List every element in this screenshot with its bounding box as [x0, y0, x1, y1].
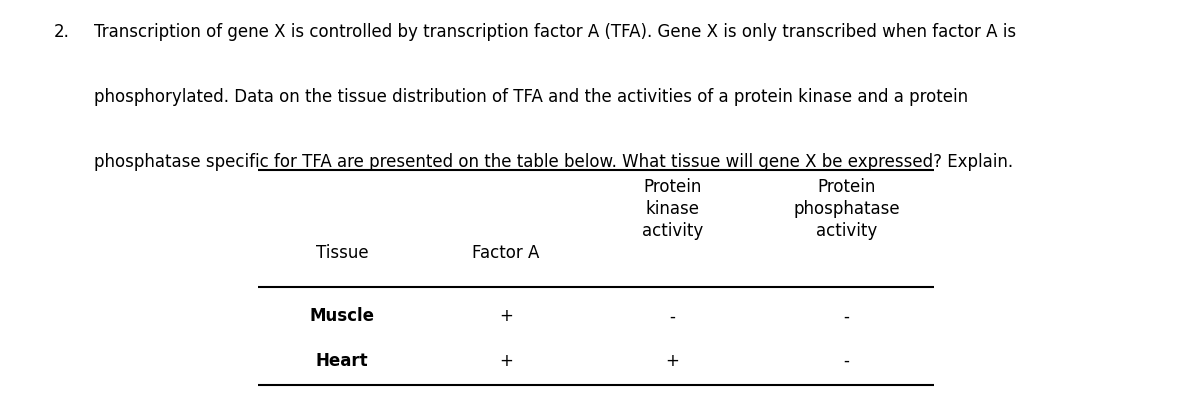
Text: Factor A: Factor A: [472, 244, 540, 262]
Text: phosphorylated. Data on the tissue distribution of TFA and the activities of a p: phosphorylated. Data on the tissue distr…: [94, 88, 967, 106]
Text: +: +: [499, 352, 512, 370]
Text: -: -: [844, 308, 850, 325]
Point: [926, 383, 941, 388]
Point: [926, 167, 941, 172]
Point: [251, 167, 265, 172]
Text: Protein
kinase
activity: Protein kinase activity: [642, 178, 703, 241]
Point: [251, 383, 265, 388]
Text: -: -: [844, 352, 850, 370]
Point: [251, 285, 265, 290]
Text: Protein
phosphatase
activity: Protein phosphatase activity: [793, 178, 900, 241]
Text: phosphatase specific for TFA are presented on the table below. What tissue will : phosphatase specific for TFA are present…: [94, 153, 1013, 171]
Text: Heart: Heart: [316, 352, 368, 370]
Point: [926, 285, 941, 290]
Text: Muscle: Muscle: [310, 308, 374, 325]
Text: Tissue: Tissue: [316, 244, 368, 262]
Text: Transcription of gene X is controlled by transcription factor A (TFA). Gene X is: Transcription of gene X is controlled by…: [94, 23, 1015, 41]
Text: +: +: [499, 308, 512, 325]
Text: +: +: [666, 352, 679, 370]
Text: -: -: [670, 308, 676, 325]
Text: 2.: 2.: [54, 23, 70, 41]
